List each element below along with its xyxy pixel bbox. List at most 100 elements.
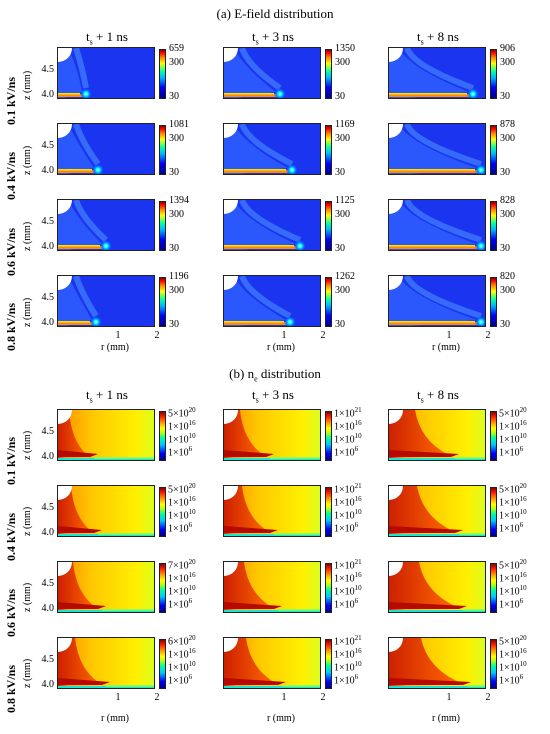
ne-map — [224, 486, 320, 536]
efield-max-label-r1-c1: 659 — [169, 43, 184, 54]
ne-tick-label-r2-c3-3: 1×106 — [499, 521, 524, 535]
ne-tick-label-r3-c3-2: 1×1010 — [499, 584, 527, 598]
ytick: 4.0 — [41, 89, 55, 100]
efield-low-label-r4-c1: 30 — [169, 319, 179, 330]
ne-map — [58, 486, 154, 536]
ne-panel-r2-c3 — [388, 485, 486, 537]
ne-map — [58, 638, 154, 688]
ne-max-label-r2-c3: 5×1020 — [499, 482, 527, 496]
ne-tick-label-r2-c1-1: 1×1016 — [168, 495, 196, 509]
efield-low-label-r1-c2: 30 — [335, 91, 345, 102]
col-title-1-a: ts + 1 ns — [86, 29, 128, 47]
ne-max-label-r4-c1: 6×1020 — [168, 634, 196, 648]
ne-map — [224, 410, 320, 460]
efield-mid-label-r2-c3: 300 — [500, 133, 515, 144]
efield-colorbar-r2-c2 — [325, 125, 332, 175]
ne-tick-label-r1-c2-3: 1×106 — [334, 445, 359, 459]
ne-panel-r3-c1 — [57, 561, 155, 613]
ne-max-label-r1-c3: 5×1020 — [499, 406, 527, 420]
efield-low-label-r1-c3: 30 — [500, 91, 510, 102]
efield-low-label-r1-c1: 30 — [169, 91, 179, 102]
xtick-a-2-1: 1 — [281, 330, 287, 341]
efield-map — [224, 200, 320, 250]
ne-panel-r1-c3 — [388, 409, 486, 461]
xtick-b-2-2: 2 — [320, 692, 326, 703]
efield-panel-r2-c2 — [223, 123, 321, 175]
col-title-1-b: ts + 1 ns — [86, 387, 128, 405]
ne-tick-label-r1-c2-1: 1×1016 — [334, 419, 362, 433]
ne-tick-label-r1-c3-2: 1×1010 — [499, 432, 527, 446]
ytick: 4.0 — [41, 317, 55, 328]
efield-colorbar-r2-c1 — [159, 125, 166, 175]
efield-map — [389, 200, 485, 250]
efield-panel-r2-c3 — [388, 123, 486, 175]
efield-max-label-r1-c3: 906 — [500, 43, 515, 54]
ne-colorbar-r3-c2 — [325, 563, 332, 613]
section-b-title: (b) ne distribution — [229, 366, 321, 384]
ne-max-label-r1-c1: 5×1020 — [168, 406, 196, 420]
efield-panel-r1-c2 — [223, 47, 321, 99]
efield-map — [389, 276, 485, 326]
xlabel-b-2: r (mm) — [266, 713, 296, 724]
efield-map — [224, 48, 320, 98]
ne-tick-label-r1-c1-1: 1×1016 — [168, 419, 196, 433]
efield-colorbar-r1-c2 — [325, 49, 332, 99]
ne-tick-label-r4-c2-1: 1×1016 — [334, 647, 362, 661]
xlabel-a-3: r (mm) — [431, 342, 461, 353]
xlabel-a-1: r (mm) — [100, 342, 130, 353]
ne-map — [224, 638, 320, 688]
ytick: 4.5 — [41, 216, 55, 227]
xtick-a-1-2: 2 — [154, 330, 160, 341]
ne-max-label-r4-c2: 1×1021 — [334, 634, 362, 648]
row-label-a-4: 0.8 kV/ns — [4, 302, 18, 351]
ne-tick-label-r2-c3-2: 1×1010 — [499, 508, 527, 522]
ne-colorbar-r1-c3 — [490, 411, 497, 461]
ne-tick-label-r2-c2-3: 1×106 — [334, 521, 359, 535]
efield-mid-label-r3-c3: 300 — [500, 209, 515, 220]
ne-panel-r4-c2 — [223, 637, 321, 689]
efield-colorbar-r2-c3 — [490, 125, 497, 175]
ne-tick-label-r3-c2-1: 1×1016 — [334, 571, 362, 585]
ne-max-label-r3-c1: 7×1020 — [168, 558, 196, 572]
efield-mid-label-r1-c2: 300 — [335, 57, 350, 68]
efield-colorbar-r4-c2 — [325, 277, 332, 327]
efield-low-label-r2-c3: 30 — [500, 167, 510, 178]
ne-tick-label-r3-c2-2: 1×1010 — [334, 584, 362, 598]
ne-panel-r4-c1 — [57, 637, 155, 689]
efield-mid-label-r1-c1: 300 — [169, 57, 184, 68]
efield-panel-r3-c2 — [223, 199, 321, 251]
xlabel-b-3: r (mm) — [431, 713, 461, 724]
efield-panel-r3-c3 — [388, 199, 486, 251]
efield-low-label-r2-c1: 30 — [169, 167, 179, 178]
ne-colorbar-r2-c2 — [325, 487, 332, 537]
efield-map — [58, 200, 154, 250]
ne-tick-label-r3-c1-3: 1×106 — [168, 597, 193, 611]
efield-low-label-r2-c2: 30 — [335, 167, 345, 178]
efield-low-label-r3-c2: 30 — [335, 243, 345, 254]
ne-map — [58, 562, 154, 612]
xtick-a-3-1: 1 — [446, 330, 452, 341]
efield-map — [224, 276, 320, 326]
efield-map — [58, 276, 154, 326]
xlabel-b-1: r (mm) — [100, 713, 130, 724]
row-label-a-3: 0.6 kV/ns — [4, 227, 18, 276]
efield-mid-label-r4-c2: 300 — [335, 285, 350, 296]
ne-max-label-r4-c3: 5×1020 — [499, 634, 527, 648]
efield-colorbar-r3-c3 — [490, 201, 497, 251]
ne-tick-label-r3-c3-3: 1×106 — [499, 597, 524, 611]
xtick-b-1-1: 1 — [115, 692, 121, 703]
efield-mid-label-r4-c1: 300 — [169, 285, 184, 296]
efield-colorbar-r4-c3 — [490, 277, 497, 327]
ne-tick-label-r4-c2-3: 1×106 — [334, 673, 359, 687]
ne-max-label-r3-c3: 5×1020 — [499, 558, 527, 572]
efield-panel-r4-c1 — [57, 275, 155, 327]
ytick: 4.5 — [41, 292, 55, 303]
ne-tick-label-r2-c1-3: 1×106 — [168, 521, 193, 535]
ne-colorbar-r3-c3 — [490, 563, 497, 613]
efield-panel-r1-c1 — [57, 47, 155, 99]
ne-tick-label-r4-c1-2: 1×1010 — [168, 660, 196, 674]
ne-map — [389, 486, 485, 536]
efield-map — [58, 48, 154, 98]
efield-colorbar-r3-c1 — [159, 201, 166, 251]
efield-map — [389, 48, 485, 98]
